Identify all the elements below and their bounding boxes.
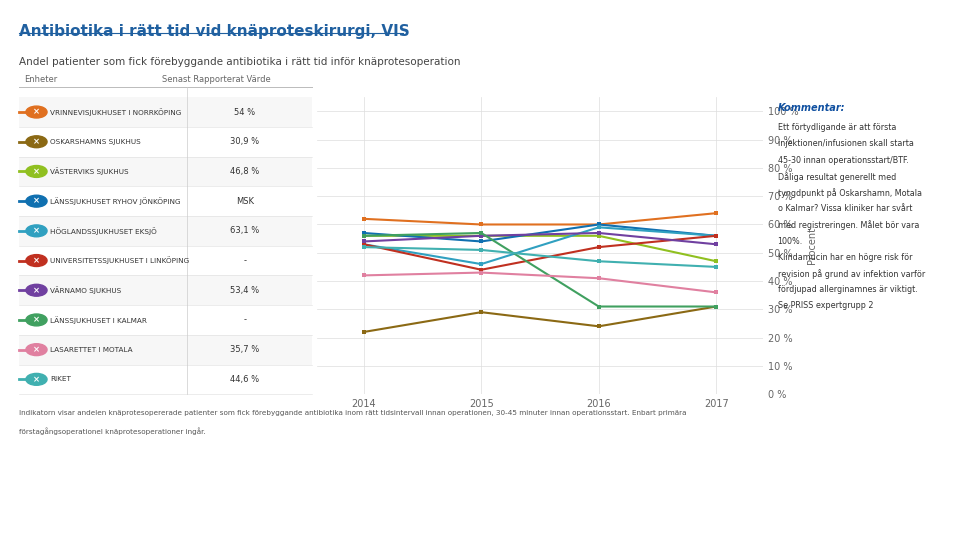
- Text: HÖGLANDSSJUKHUSET EKSJÖ: HÖGLANDSSJUKHUSET EKSJÖ: [50, 227, 156, 235]
- Text: 54 %: 54 %: [234, 107, 255, 117]
- Text: med registreringen. Målet bör vara: med registreringen. Målet bör vara: [778, 220, 919, 230]
- Text: o Kalmar? Vissa kliniker har svårt: o Kalmar? Vissa kliniker har svårt: [778, 204, 912, 213]
- Text: Kommentar:: Kommentar:: [778, 103, 845, 113]
- Text: VÄRNAMO SJUKHUS: VÄRNAMO SJUKHUS: [50, 286, 121, 294]
- Text: ×: ×: [33, 107, 40, 117]
- Text: 53,4 %: 53,4 %: [230, 286, 259, 295]
- Text: LÄNSSJUKHUSET RYHOV JÖNKÖPING: LÄNSSJUKHUSET RYHOV JÖNKÖPING: [50, 197, 180, 205]
- Y-axis label: Procent: Procent: [807, 227, 817, 264]
- Text: Se PRISS expertgrupp 2: Se PRISS expertgrupp 2: [778, 301, 873, 310]
- Text: ×: ×: [33, 345, 40, 354]
- Text: ×: ×: [33, 137, 40, 146]
- Text: LÄNSSJUKHUSET I KALMAR: LÄNSSJUKHUSET I KALMAR: [50, 316, 147, 324]
- Text: 30,9 %: 30,9 %: [230, 137, 259, 146]
- Text: revision på grund av infektion varför: revision på grund av infektion varför: [778, 269, 924, 279]
- Text: ×: ×: [33, 286, 40, 295]
- Text: Dåliga resultat generellt med: Dåliga resultat generellt med: [778, 172, 896, 181]
- Text: ×: ×: [33, 197, 40, 206]
- Text: Ett förtydligande är att första: Ett förtydligande är att första: [778, 123, 896, 132]
- Text: -: -: [243, 315, 247, 325]
- Text: 44,6 %: 44,6 %: [230, 375, 259, 384]
- Text: VRINNEVISJUKHUSET I NORRKÖPING: VRINNEVISJUKHUSET I NORRKÖPING: [50, 108, 181, 116]
- Text: VÄSTERVIKS SJUKHUS: VÄSTERVIKS SJUKHUS: [50, 167, 129, 176]
- Text: -: -: [243, 256, 247, 265]
- Text: 46,8 %: 46,8 %: [230, 167, 259, 176]
- Text: UNIVERSITETSSJUKHUSET I LINKÖPING: UNIVERSITETSSJUKHUSET I LINKÖPING: [50, 256, 189, 265]
- Text: LASARETTET I MOTALA: LASARETTET I MOTALA: [50, 347, 132, 353]
- Text: 63,1 %: 63,1 %: [230, 226, 259, 235]
- Text: Andel patienter som fick förebyggande antibiotika i rätt tid inför knäprotesoper: Andel patienter som fick förebyggande an…: [19, 57, 461, 67]
- Text: fördjupad allerginamnes är viktigt.: fördjupad allerginamnes är viktigt.: [778, 285, 918, 294]
- Text: Enheter: Enheter: [24, 75, 58, 84]
- Text: ×: ×: [33, 256, 40, 265]
- Text: MSK: MSK: [236, 197, 253, 206]
- Text: 100%.: 100%.: [778, 237, 803, 246]
- Text: Senast Rapporterat Värde: Senast Rapporterat Värde: [161, 75, 271, 84]
- Text: tyngdpunkt på Oskarshamn, Motala: tyngdpunkt på Oskarshamn, Motala: [778, 188, 922, 198]
- Text: Antibiotika i rätt tid vid knäproteskirurgi, VIS: Antibiotika i rätt tid vid knäproteskiru…: [19, 24, 410, 39]
- Text: Klindamucin har en högre risk för: Klindamucin har en högre risk för: [778, 253, 912, 262]
- Text: ×: ×: [33, 375, 40, 384]
- Text: OSKARSHAMNS SJUKHUS: OSKARSHAMNS SJUKHUS: [50, 139, 141, 145]
- Text: förstagångsoperationel knäprotesoperationer ingår.: förstagångsoperationel knäprotesoperatio…: [19, 428, 206, 435]
- Text: Indikatorn visar andelen knäprotesopererade patienter som fick förebyggande anti: Indikatorn visar andelen knäprotesoperer…: [19, 410, 686, 416]
- Text: injektionen/infusionen skall starta: injektionen/infusionen skall starta: [778, 139, 914, 148]
- Text: 45-30 innan operationsstart/BTF.: 45-30 innan operationsstart/BTF.: [778, 156, 908, 165]
- Text: ×: ×: [33, 315, 40, 325]
- Text: ×: ×: [33, 167, 40, 176]
- Text: ×: ×: [33, 226, 40, 235]
- Text: 35,7 %: 35,7 %: [230, 345, 259, 354]
- Text: RIKET: RIKET: [50, 376, 71, 382]
